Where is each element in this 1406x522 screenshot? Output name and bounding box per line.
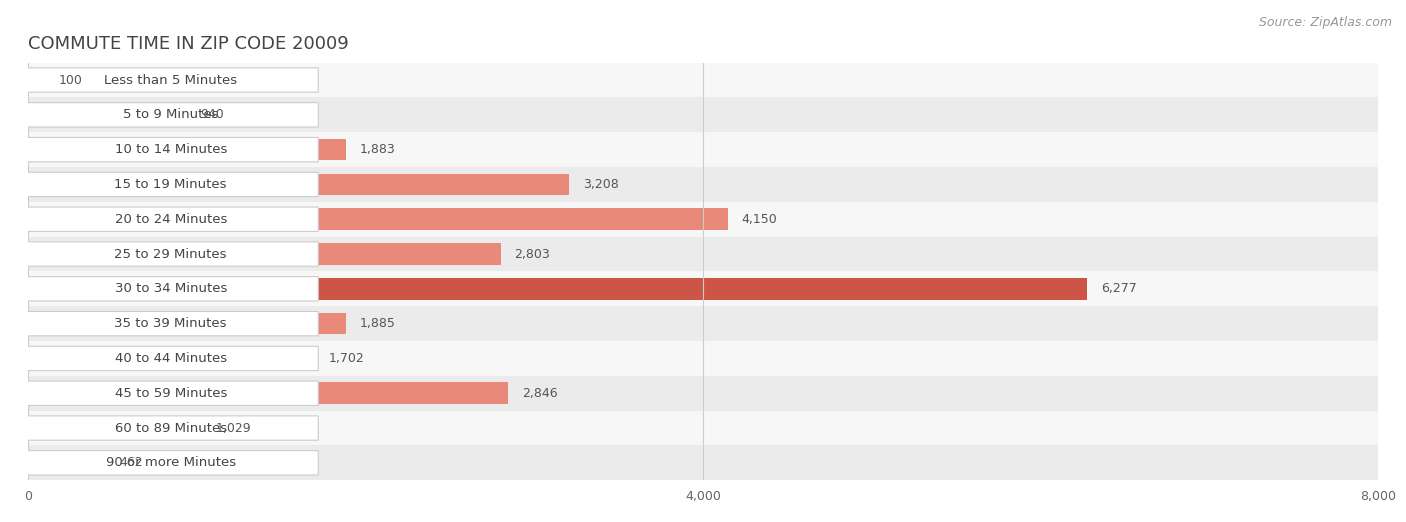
Text: 25 to 29 Minutes: 25 to 29 Minutes [114, 247, 226, 260]
Bar [28, 452, 105, 473]
Text: COMMUTE TIME IN ZIP CODE 20009: COMMUTE TIME IN ZIP CODE 20009 [28, 35, 349, 53]
Bar [28, 104, 187, 126]
Bar [28, 208, 728, 230]
Bar [28, 69, 45, 91]
FancyBboxPatch shape [22, 312, 318, 336]
FancyBboxPatch shape [22, 172, 318, 197]
Text: 90 or more Minutes: 90 or more Minutes [105, 456, 236, 469]
Text: 2,803: 2,803 [515, 247, 550, 260]
Bar [28, 411, 1378, 445]
Text: 100: 100 [59, 74, 83, 87]
Bar [28, 348, 315, 369]
Bar [28, 139, 346, 160]
Bar [28, 63, 1378, 98]
Text: 20 to 24 Minutes: 20 to 24 Minutes [114, 213, 226, 226]
Text: 1,883: 1,883 [360, 143, 395, 156]
Bar [28, 313, 346, 335]
FancyBboxPatch shape [22, 277, 318, 301]
Bar [28, 174, 569, 195]
Bar [28, 278, 1087, 300]
Bar [28, 271, 1378, 306]
Bar [28, 243, 501, 265]
Text: 6,277: 6,277 [1101, 282, 1136, 295]
Bar [28, 341, 1378, 376]
Text: 10 to 14 Minutes: 10 to 14 Minutes [114, 143, 226, 156]
Text: Source: ZipAtlas.com: Source: ZipAtlas.com [1258, 16, 1392, 29]
Bar [28, 236, 1378, 271]
Text: 15 to 19 Minutes: 15 to 19 Minutes [114, 178, 226, 191]
Text: 35 to 39 Minutes: 35 to 39 Minutes [114, 317, 226, 330]
FancyBboxPatch shape [22, 137, 318, 162]
Text: 940: 940 [200, 109, 224, 121]
Bar [28, 167, 1378, 202]
Bar [28, 306, 1378, 341]
FancyBboxPatch shape [22, 103, 318, 127]
Text: 462: 462 [120, 456, 143, 469]
Text: 1,885: 1,885 [360, 317, 395, 330]
Text: 4,150: 4,150 [742, 213, 778, 226]
Text: 3,208: 3,208 [583, 178, 619, 191]
FancyBboxPatch shape [22, 207, 318, 231]
Bar [28, 98, 1378, 132]
FancyBboxPatch shape [22, 416, 318, 440]
FancyBboxPatch shape [22, 68, 318, 92]
Text: Less than 5 Minutes: Less than 5 Minutes [104, 74, 238, 87]
Text: 45 to 59 Minutes: 45 to 59 Minutes [114, 387, 226, 400]
Bar [28, 202, 1378, 236]
Text: 40 to 44 Minutes: 40 to 44 Minutes [115, 352, 226, 365]
Bar [28, 445, 1378, 480]
Text: 2,846: 2,846 [522, 387, 557, 400]
FancyBboxPatch shape [22, 450, 318, 475]
FancyBboxPatch shape [22, 346, 318, 371]
Text: 60 to 89 Minutes: 60 to 89 Minutes [115, 422, 226, 434]
Text: 30 to 34 Minutes: 30 to 34 Minutes [114, 282, 226, 295]
FancyBboxPatch shape [22, 381, 318, 406]
Bar [28, 383, 509, 404]
Text: 1,029: 1,029 [215, 422, 250, 434]
Bar [28, 376, 1378, 411]
FancyBboxPatch shape [22, 242, 318, 266]
Bar [28, 132, 1378, 167]
Bar [28, 417, 201, 439]
Text: 1,702: 1,702 [329, 352, 364, 365]
Text: 5 to 9 Minutes: 5 to 9 Minutes [122, 109, 218, 121]
